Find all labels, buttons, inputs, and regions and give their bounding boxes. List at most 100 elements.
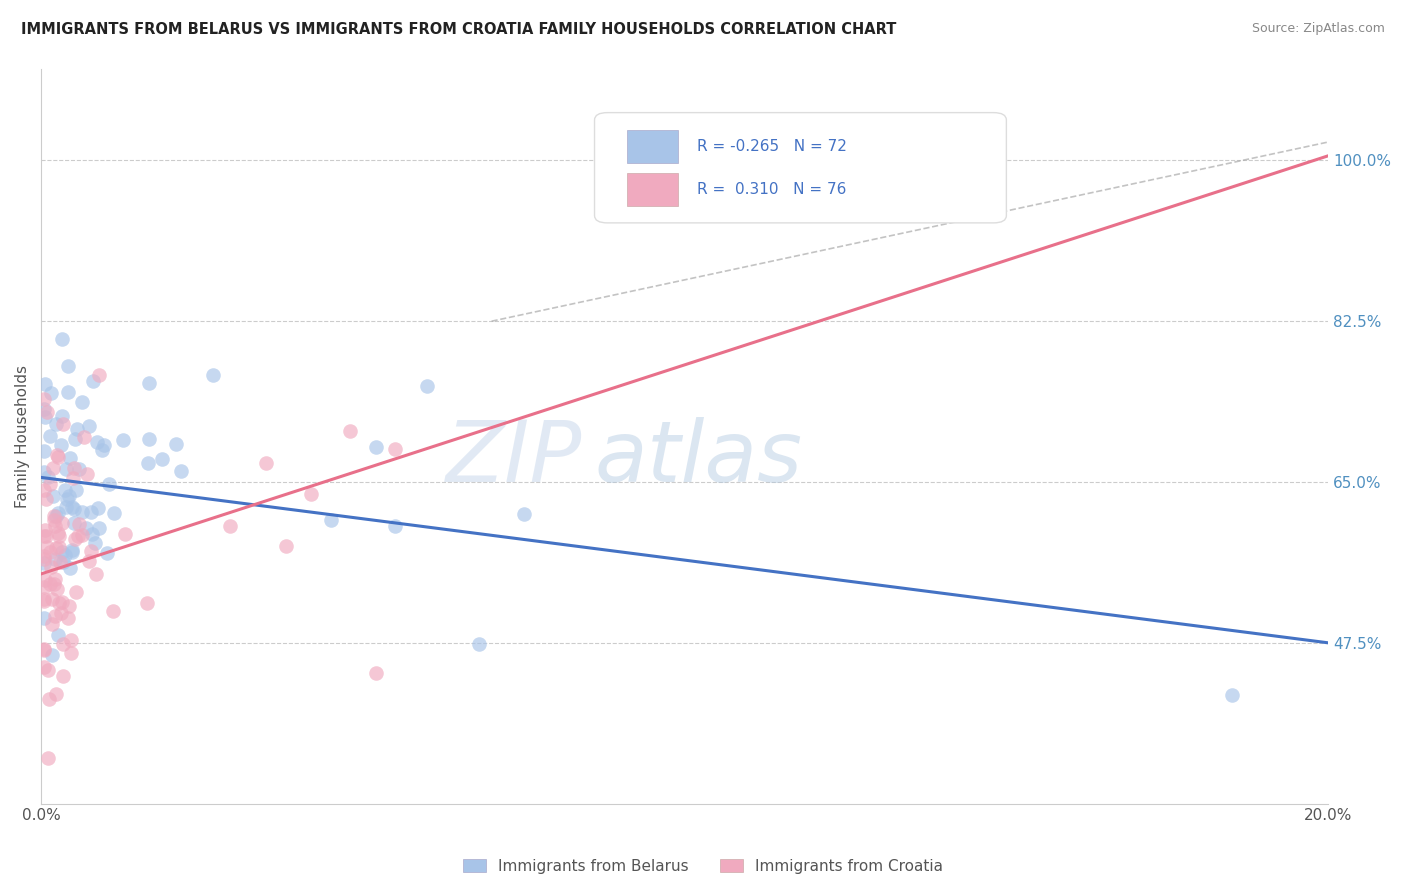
- Point: [165, 437, 187, 451]
- Point: [416, 379, 439, 393]
- Point: [35, 492, 58, 507]
- Point: [48, 596, 70, 610]
- Point: [45, 687, 67, 701]
- Point: [103, 506, 125, 520]
- Point: [98, 476, 121, 491]
- Point: [45, 448, 67, 462]
- Point: [58, 489, 80, 503]
- Point: [80, 544, 103, 558]
- Point: [65, 483, 87, 498]
- Point: [52, 555, 75, 569]
- Point: [66, 529, 89, 543]
- Point: [44, 518, 66, 533]
- Point: [42, 489, 65, 503]
- Point: [299, 487, 322, 501]
- Point: [39, 477, 62, 491]
- Y-axis label: Family Households: Family Households: [15, 365, 30, 508]
- Point: [103, 604, 125, 618]
- Point: [46, 525, 69, 540]
- Point: [73, 430, 96, 444]
- Point: [34, 643, 56, 657]
- Point: [91, 442, 114, 457]
- Point: [51, 545, 73, 559]
- Point: [96, 546, 118, 560]
- Point: [67, 516, 90, 531]
- Point: [34, 594, 56, 608]
- Point: [51, 516, 73, 530]
- Point: [34, 402, 56, 417]
- Point: [219, 519, 242, 533]
- Point: [66, 422, 89, 436]
- Point: [254, 456, 277, 470]
- Point: [34, 377, 56, 392]
- Point: [79, 419, 101, 434]
- Point: [34, 591, 56, 606]
- Point: [51, 409, 73, 423]
- Point: [45, 509, 67, 524]
- Point: [41, 591, 63, 606]
- Point: [34, 529, 56, 543]
- Point: [45, 541, 67, 555]
- Point: [52, 669, 75, 683]
- Point: [37, 663, 59, 677]
- Point: [136, 596, 159, 610]
- Point: [72, 528, 94, 542]
- Point: [59, 646, 82, 660]
- Point: [93, 438, 115, 452]
- Point: [58, 599, 80, 614]
- Text: R = -0.265   N = 72: R = -0.265 N = 72: [697, 139, 848, 154]
- Point: [53, 483, 76, 497]
- Point: [56, 611, 79, 625]
- Point: [46, 506, 69, 520]
- Point: [60, 545, 83, 559]
- Point: [49, 606, 72, 620]
- Point: [83, 535, 105, 549]
- Point: [39, 429, 62, 443]
- Point: [112, 433, 135, 447]
- Point: [35, 540, 58, 554]
- Point: [41, 560, 63, 574]
- Point: [34, 611, 56, 625]
- Point: [67, 462, 90, 476]
- Point: [202, 368, 225, 383]
- FancyBboxPatch shape: [627, 130, 678, 163]
- Point: [384, 519, 406, 533]
- Point: [364, 441, 387, 455]
- Point: [41, 460, 63, 475]
- Point: [44, 572, 66, 586]
- Point: [41, 648, 63, 663]
- Point: [150, 452, 173, 467]
- Point: [138, 376, 160, 391]
- Point: [58, 359, 80, 373]
- Point: [55, 500, 77, 515]
- Point: [34, 660, 56, 674]
- Point: [72, 394, 94, 409]
- Point: [44, 552, 66, 566]
- Point: [34, 409, 56, 424]
- Point: [76, 467, 98, 482]
- Point: [39, 577, 62, 591]
- Point: [52, 417, 75, 432]
- Point: [55, 462, 77, 476]
- Point: [45, 417, 67, 431]
- Text: Source: ZipAtlas.com: Source: ZipAtlas.com: [1251, 22, 1385, 36]
- Point: [63, 432, 86, 446]
- Point: [34, 580, 56, 594]
- Point: [46, 450, 69, 465]
- FancyBboxPatch shape: [627, 173, 678, 206]
- Point: [34, 549, 56, 564]
- Point: [34, 556, 56, 570]
- Point: [75, 521, 97, 535]
- Point: [274, 539, 297, 553]
- Point: [51, 332, 73, 346]
- Point: [60, 500, 83, 515]
- Point: [339, 424, 361, 438]
- Point: [63, 532, 86, 546]
- Legend: Immigrants from Belarus, Immigrants from Croatia: Immigrants from Belarus, Immigrants from…: [457, 853, 949, 880]
- Point: [34, 574, 56, 588]
- Point: [39, 545, 62, 559]
- Point: [42, 512, 65, 526]
- Point: [34, 642, 56, 657]
- Point: [53, 548, 76, 562]
- Point: [34, 528, 56, 542]
